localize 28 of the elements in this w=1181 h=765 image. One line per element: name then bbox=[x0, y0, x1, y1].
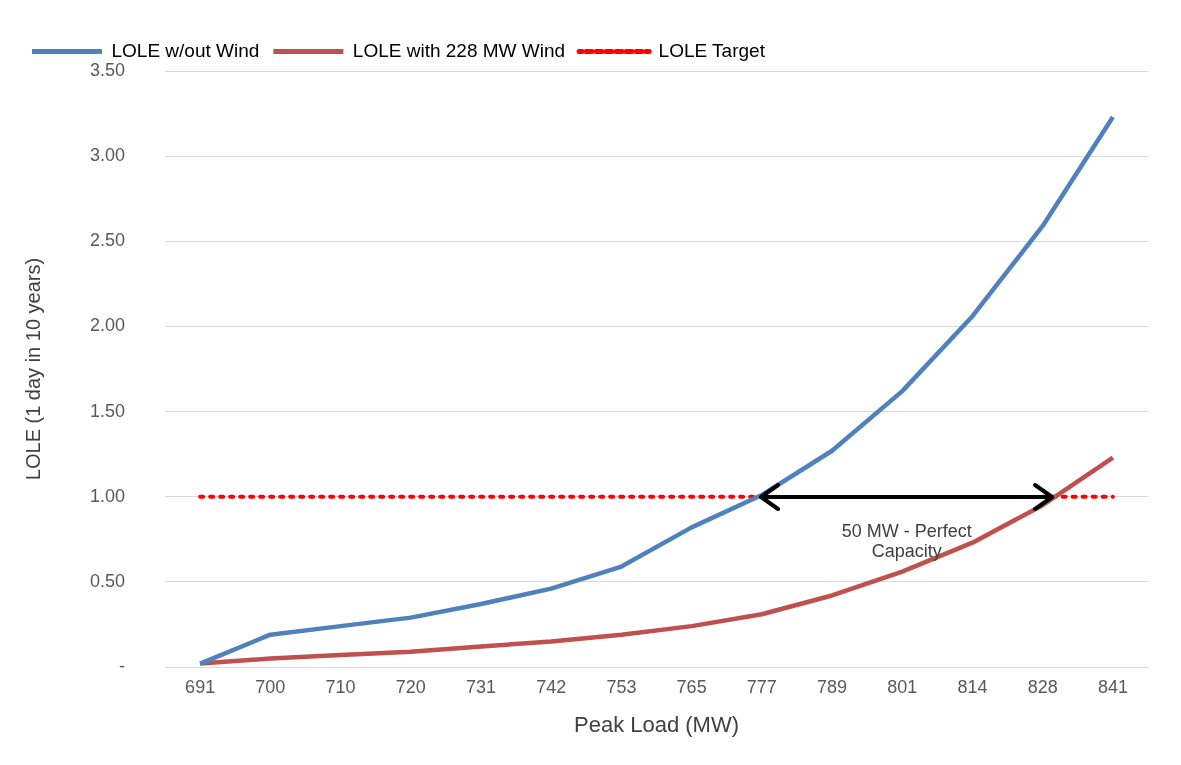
y-tick-label: 3.50 bbox=[89, 59, 126, 80]
annotation: 50 MW - Perfect Capacity bbox=[841, 520, 972, 561]
y-tick-label: 1.00 bbox=[89, 485, 126, 506]
legend-label: LOLE with 228 MW Wind bbox=[352, 39, 566, 61]
y-tick-label: 2.50 bbox=[89, 230, 126, 251]
x-axis-title: Peak Load (MW) bbox=[573, 711, 740, 737]
x-tick-label: 742 bbox=[536, 676, 567, 697]
x-tick-label: 753 bbox=[606, 676, 637, 697]
y-tick-label: 0.50 bbox=[89, 570, 126, 591]
x-tick-label: 765 bbox=[676, 676, 707, 697]
x-tick-label: 841 bbox=[1097, 676, 1128, 697]
x-tick-label: 828 bbox=[1027, 676, 1058, 697]
y-tick-label: - bbox=[119, 655, 126, 676]
x-tick-label: 789 bbox=[817, 676, 848, 697]
x-tick-label: 710 bbox=[325, 676, 356, 697]
y-tick-label: 3.00 bbox=[89, 145, 126, 166]
y-axis-title: LOLE (1 day in 10 years) bbox=[21, 257, 44, 481]
legend-label: LOLE w/out Wind bbox=[111, 39, 260, 61]
x-tick-label: 731 bbox=[465, 676, 497, 697]
x-tick-label: 691 bbox=[185, 676, 216, 697]
legend-label: LOLE Target bbox=[658, 39, 766, 61]
x-tick-label: 801 bbox=[887, 676, 918, 697]
x-tick-label: 777 bbox=[746, 676, 777, 697]
y-tick-label: 1.50 bbox=[89, 400, 126, 421]
x-tick-label: 814 bbox=[957, 676, 988, 697]
x-tick-label: 700 bbox=[255, 676, 286, 697]
x-tick-label: 720 bbox=[395, 676, 426, 697]
y-tick-label: 2.00 bbox=[89, 315, 126, 336]
